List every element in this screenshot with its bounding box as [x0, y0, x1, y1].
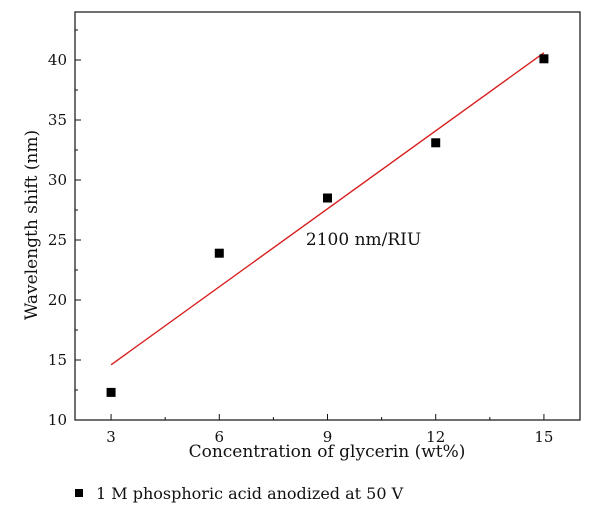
y-axis-title: Wavelength shift (nm): [22, 130, 42, 320]
data-point: [106, 387, 116, 397]
fit-layer: [110, 52, 545, 366]
plot-border: [74, 11, 581, 421]
x-tick-label: 6: [215, 428, 225, 446]
x-axis: 3 6 9 12 15: [106, 414, 553, 446]
fit-line: [110, 52, 545, 366]
y-tick-label: 20: [48, 291, 67, 309]
legend: 1 M phosphoric acid anodized at 50 V: [75, 484, 404, 503]
x-tick-label: 12: [426, 428, 445, 446]
data-point: [323, 193, 332, 203]
sensitivity-annotation: 2100 nm/RIU: [306, 230, 421, 250]
y-tick-label: 35: [48, 111, 67, 129]
y-tick-label: 30: [48, 171, 67, 189]
x-tick-label: 3: [106, 428, 116, 446]
x-tick-label: 15: [534, 428, 553, 446]
y-axis: 10 15 20 25 30 35 40: [48, 29, 81, 429]
data-point: [214, 248, 224, 258]
points-layer: [106, 54, 549, 397]
plot-frame: [74, 11, 581, 421]
y-tick-label: 10: [48, 411, 67, 429]
y-tick-label: 15: [48, 351, 67, 369]
legend-label: 1 M phosphoric acid anodized at 50 V: [96, 484, 404, 503]
x-tick-label: 9: [323, 428, 333, 446]
y-tick-label: 25: [48, 231, 67, 249]
data-point: [539, 54, 549, 64]
y-tick-label: 40: [48, 51, 67, 69]
data-point: [431, 138, 441, 148]
legend-marker: [75, 489, 83, 497]
x-axis-title: Concentration of glycerin (wt%): [189, 442, 466, 462]
